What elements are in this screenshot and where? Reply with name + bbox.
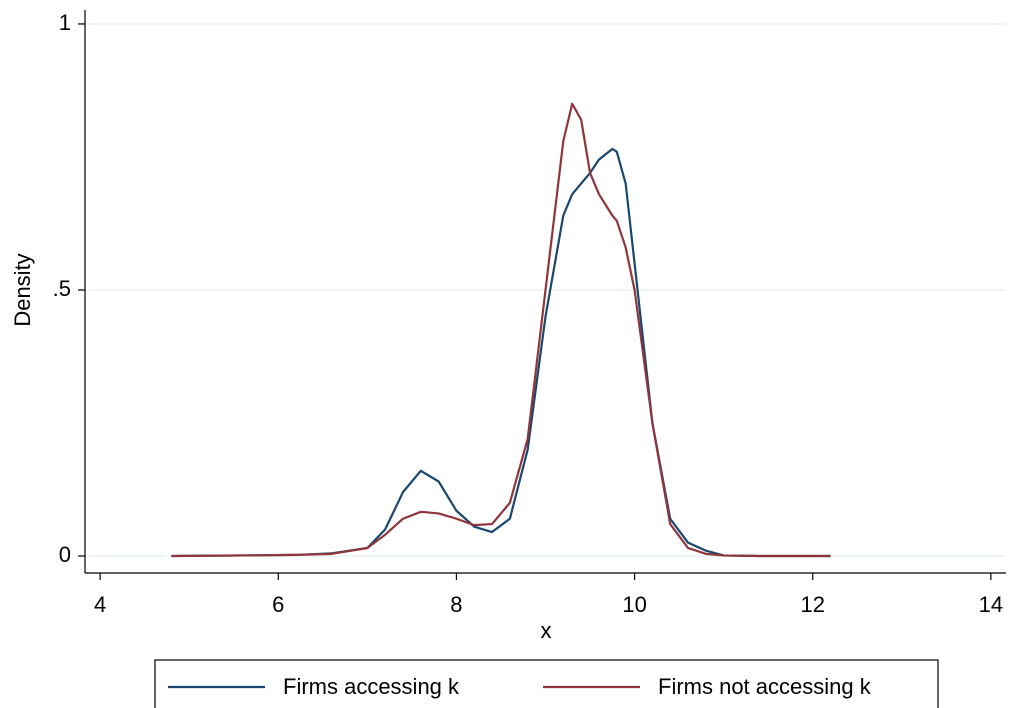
x-tick-label: 12 <box>800 592 824 617</box>
x-axis-title: x <box>541 618 552 643</box>
legend-label: Firms accessing k <box>283 674 460 699</box>
legend-label: Firms not accessing k <box>658 674 872 699</box>
legend-box <box>154 659 939 708</box>
x-tick-label: 4 <box>94 592 106 617</box>
x-tick-label: 14 <box>979 592 1003 617</box>
density-line <box>171 102 831 558</box>
y-axis-title: Density <box>10 253 35 326</box>
y-tick-label: .5 <box>53 276 71 301</box>
y-tick-label: 0 <box>59 542 71 567</box>
x-tick-label: 10 <box>622 592 646 617</box>
y-tick-label: 1 <box>59 10 71 35</box>
x-tick-label: 6 <box>272 592 284 617</box>
x-tick-label: 8 <box>450 592 462 617</box>
